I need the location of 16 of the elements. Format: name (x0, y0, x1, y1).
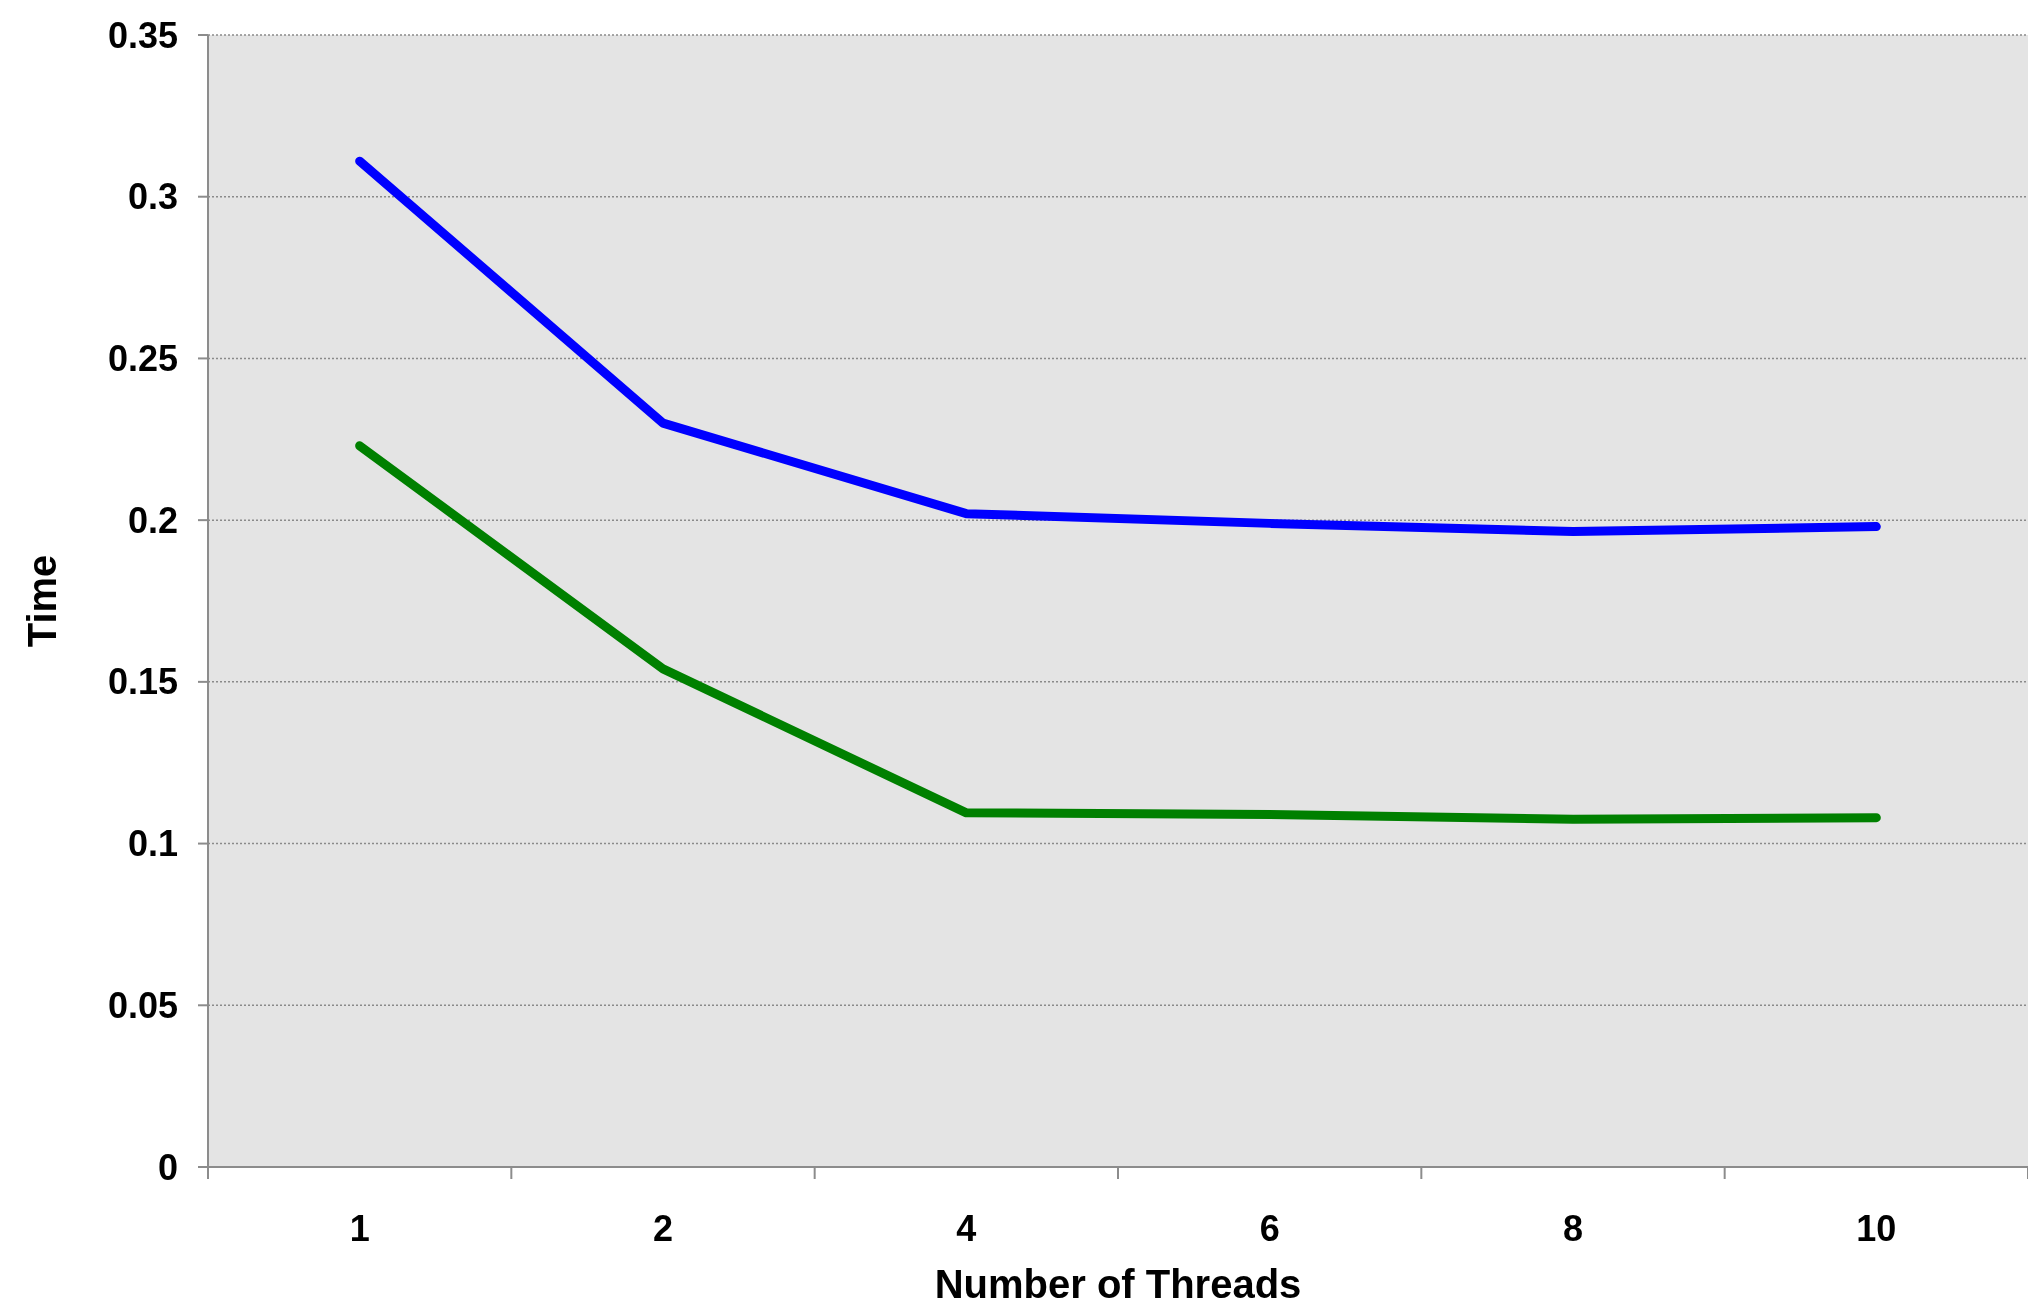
y-tick-label: 0.25 (107, 338, 178, 380)
y-tick-label: 0.05 (107, 984, 178, 1026)
y-tick-label: 0.15 (107, 661, 178, 703)
y-tick-label: 0.1 (127, 823, 178, 865)
x-tick-label: 1 (349, 1208, 370, 1249)
x-tick-label: 6 (1259, 1208, 1280, 1249)
y-tick-label: 0.3 (127, 176, 178, 218)
y-tick-label: 0.35 (107, 14, 178, 56)
y-tick-label: 0 (157, 1146, 178, 1188)
x-tick-label: 8 (1562, 1208, 1584, 1249)
x-axis-title: Number of Threads (934, 1262, 1302, 1306)
y-axis-title: Time (20, 554, 64, 648)
x-tick-label: 2 (652, 1208, 674, 1249)
x-tick-label: 10 (1856, 1208, 1897, 1249)
x-tick-label: 4 (956, 1208, 977, 1249)
y-tick-label: 0.2 (127, 499, 178, 541)
